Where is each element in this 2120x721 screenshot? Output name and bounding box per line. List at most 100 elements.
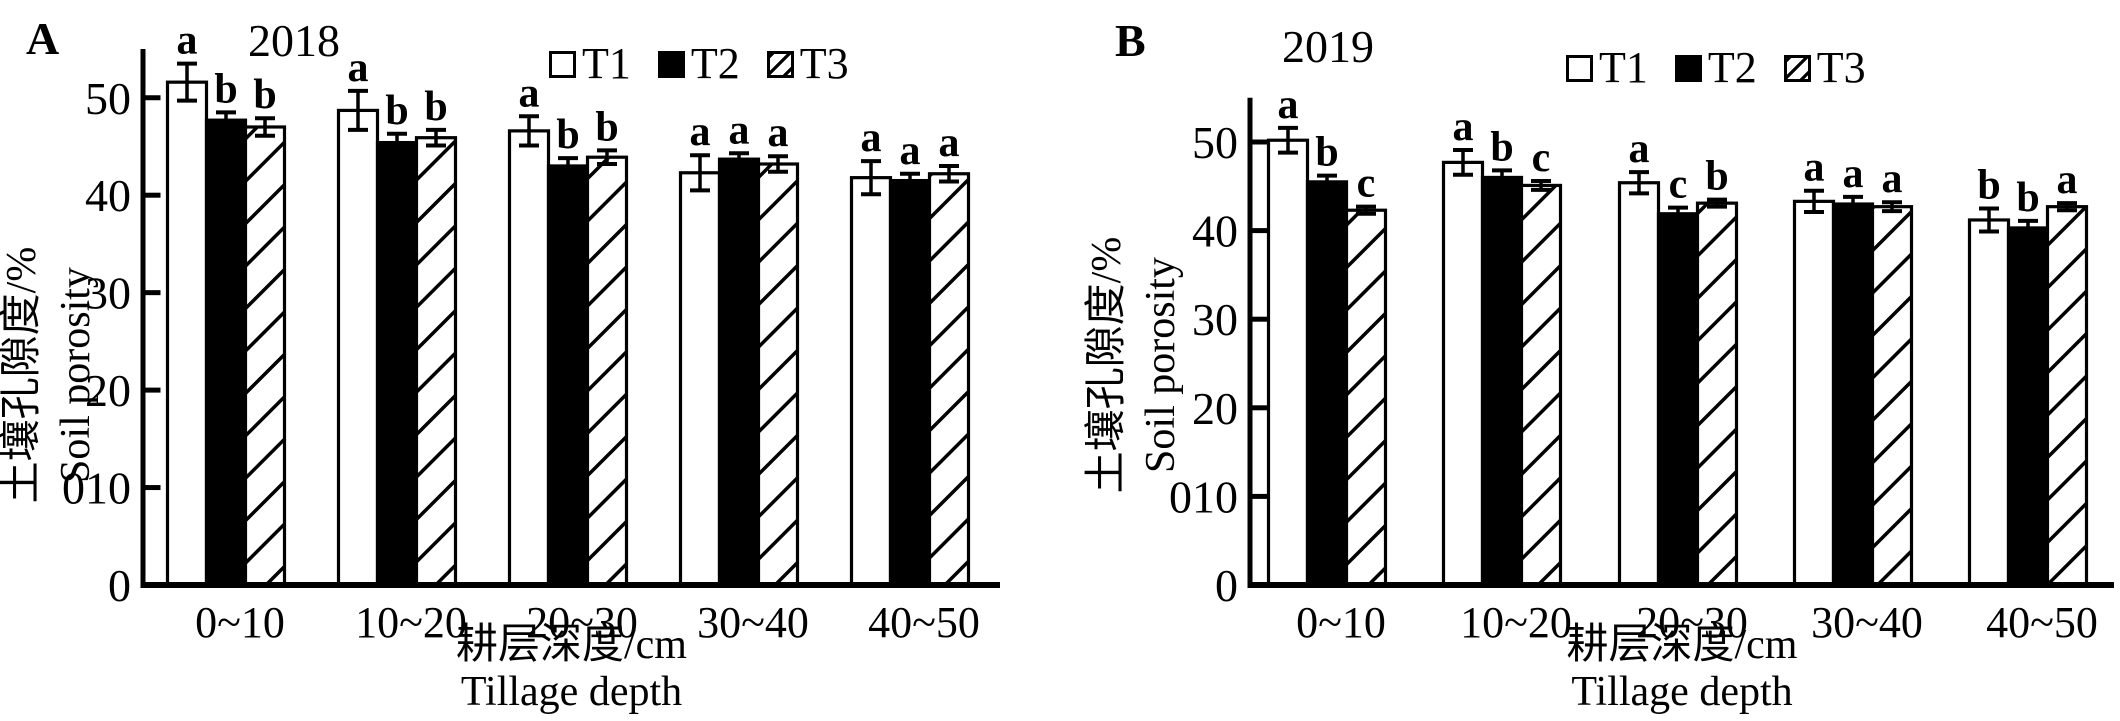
sig-letter: a <box>729 107 750 153</box>
sig-letter: b <box>1315 130 1338 176</box>
bar-t3-30~40 <box>1870 205 1914 587</box>
x-axis-title-zh: 耕层深度/cm <box>1566 622 1798 668</box>
y-tick-label: 010 <box>62 463 131 514</box>
bar-t2-0~10 <box>204 118 248 587</box>
axes: 0 010 20 30 40 50 0~10 10~20 20~30 30~40 40~50 <box>1169 97 2114 647</box>
legend-item-t2: T2 <box>657 42 740 86</box>
legend-label-t1: T1 <box>582 39 631 88</box>
x-tick-label: 0~10 <box>195 598 285 647</box>
sig-letter: c <box>1357 161 1376 207</box>
sig-letter: a <box>1453 104 1474 150</box>
bar-t3-20~30 <box>585 155 629 587</box>
y-tick-label: 010 <box>1169 471 1238 522</box>
sig-letter: a <box>1804 145 1825 191</box>
t3-hatched-swatch-icon <box>766 50 794 78</box>
sig-letter: b <box>253 72 276 118</box>
x-axis-title-en: Tillage depth <box>460 669 683 715</box>
sig-letter: b <box>385 88 408 134</box>
sig-letter: a <box>1629 126 1650 172</box>
sig-letter: b <box>214 66 237 112</box>
x-tick-label: 30~40 <box>1811 598 1923 647</box>
sig-letter: a <box>1278 82 1299 128</box>
sig-letter: b <box>1705 154 1728 200</box>
x-tick-label: 20~30 <box>526 598 638 647</box>
y-tick-label: 20 <box>1192 383 1238 434</box>
bar-t2-40~50 <box>2006 226 2050 587</box>
bar-t2-10~20 <box>1480 175 1524 587</box>
bar-series-t2 <box>204 118 932 587</box>
panel-label-a: A <box>26 13 60 64</box>
bar-t3-10~20 <box>1519 183 1563 587</box>
t1-open-swatch-icon <box>549 50 576 78</box>
legend-label-t1: T1 <box>1599 43 1648 92</box>
bar-t2-30~40 <box>1831 202 1875 587</box>
y-axis-title: 土壤孔隙度/% Soil porosity <box>0 247 103 504</box>
sig-letter: c <box>1669 162 1688 208</box>
legend: T1 T2 T3 <box>1566 46 1866 90</box>
year-title-2019: 2019 <box>1282 21 1374 72</box>
x-tick-label: 10~20 <box>355 598 467 647</box>
sig-letter: b <box>556 112 579 158</box>
y-axis-title-zh: 土壤孔隙度/% <box>0 246 45 504</box>
bar-t2-30~40 <box>717 157 761 587</box>
sig-letter: a <box>348 45 369 91</box>
bar-t3-0~10 <box>243 125 287 587</box>
y-tick-label: 40 <box>1192 206 1238 257</box>
sig-letter: c <box>1532 135 1551 181</box>
bar-t3-10~20 <box>414 136 458 587</box>
y-tick-label: 50 <box>1192 117 1238 168</box>
legend-item-t1: T1 <box>549 42 631 86</box>
bar-t1-20~30 <box>1617 181 1661 587</box>
sig-letter: a <box>1843 151 1864 197</box>
sig-letter: a <box>861 115 882 161</box>
x-axis-title: 耕层深度/cm Tillage depth <box>1250 622 2114 716</box>
error-bars-t3: cc b a a <box>1356 135 2078 216</box>
sig-letter: a <box>939 120 960 166</box>
bar-t1-0~10 <box>165 80 209 587</box>
sig-letter: a <box>900 128 921 174</box>
bar-t2-20~30 <box>1656 212 1700 587</box>
bar-t3-40~50 <box>2045 205 2089 587</box>
bar-series-t1 <box>1266 138 2011 587</box>
legend-item-t3: T3 <box>1783 46 1866 90</box>
y-tick-label: 40 <box>85 170 131 221</box>
bar-t1-40~50 <box>849 176 893 587</box>
bar-t3-40~50 <box>927 172 971 587</box>
x-axis-title-zh: 耕层深度/cm <box>456 622 687 668</box>
panel-label-b: B <box>1115 15 1146 66</box>
sig-letter: a <box>177 18 198 64</box>
y-axis-title-en: Soil porosity <box>53 267 99 483</box>
y-tick-label: 30 <box>1192 294 1238 345</box>
x-tick-label: 40~50 <box>868 598 980 647</box>
bar-t2-10~20 <box>375 140 419 587</box>
bar-t3-30~40 <box>756 162 800 587</box>
sig-letter: a <box>2057 157 2078 203</box>
bar-t1-30~40 <box>678 171 722 587</box>
legend: T1 T2 T3 <box>549 42 849 86</box>
y-tick-label: 20 <box>85 365 131 416</box>
legend-item-t1: T1 <box>1566 46 1648 90</box>
bar-t1-0~10 <box>1266 138 1310 587</box>
bar-t1-30~40 <box>1792 199 1836 587</box>
y-axis-title-zh: 土壤孔隙度/% <box>1084 236 1130 494</box>
legend-label-t2: T2 <box>1707 43 1757 92</box>
sig-letter: a <box>690 109 711 155</box>
legend-item-t2: T2 <box>1674 43 1757 92</box>
sig-letter: a <box>768 110 789 156</box>
sig-letter: b <box>2016 175 2039 221</box>
y-tick-label: 0 <box>1215 560 1238 611</box>
bar-t2-0~10 <box>1305 180 1349 587</box>
panel-2018: 0 010 20 30 40 50 0~10 10~20 20~30 30~40 40~50 a a a a… <box>0 13 1000 715</box>
sig-letter: a <box>519 70 540 116</box>
legend-label-t3: T3 <box>799 39 849 88</box>
x-axis-title-en: Tillage depth <box>1571 669 1793 715</box>
x-tick-label: 40~50 <box>1986 598 2098 647</box>
bar-t1-40~50 <box>1967 218 2011 587</box>
error-bars-t2: b bb a a <box>214 66 921 190</box>
bar-t1-10~20 <box>1441 160 1485 587</box>
